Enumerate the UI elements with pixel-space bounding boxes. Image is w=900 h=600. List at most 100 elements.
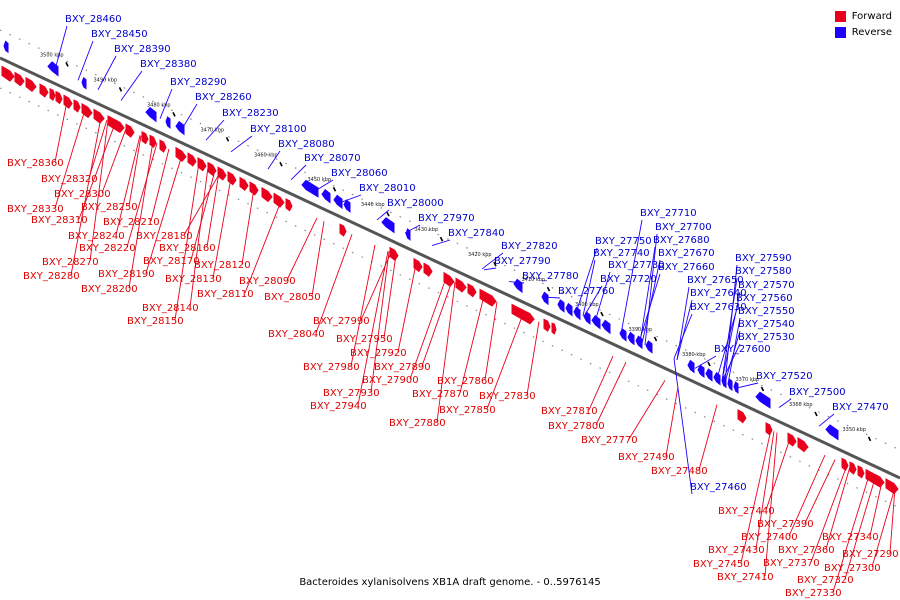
forward-gene xyxy=(73,99,81,113)
forward-gene-label: BXY_27850 xyxy=(439,405,496,416)
tick-mark xyxy=(814,411,818,417)
forward-leader xyxy=(421,280,453,367)
reverse-leader xyxy=(77,40,94,81)
forward-gene-label: BXY_28110 xyxy=(197,289,254,300)
forward-leader xyxy=(628,380,666,440)
forward-leader xyxy=(486,313,524,410)
tick-mark xyxy=(439,236,444,242)
tick-label: 3440 kbp xyxy=(361,202,385,208)
reverse-swatch xyxy=(834,26,846,38)
forward-gene xyxy=(885,478,899,495)
forward-leader xyxy=(128,135,142,207)
forward-gene xyxy=(14,71,25,87)
reverse-leader xyxy=(673,358,693,495)
reverse-gene-label: BXY_27530 xyxy=(738,332,795,343)
forward-gene xyxy=(765,422,773,436)
reverse-gene xyxy=(733,381,739,394)
forward-gene-label: BXY_27480 xyxy=(651,466,708,477)
reverse-gene-label: BXY_27470 xyxy=(832,402,889,413)
forward-leader xyxy=(459,295,485,394)
reverse-gene-label: BXY_28060 xyxy=(331,168,388,179)
reverse-leader xyxy=(230,135,253,153)
forward-gene-label: BXY_27340 xyxy=(822,532,879,543)
forward-gene xyxy=(25,76,37,92)
reverse-leader xyxy=(541,296,561,299)
forward-leader xyxy=(526,321,540,396)
reverse-gene-label: BXY_28460 xyxy=(65,14,122,25)
tick-label: 3400 kbp xyxy=(575,302,599,308)
forward-leader xyxy=(788,454,826,537)
tick-mark xyxy=(867,436,872,442)
forward-leader xyxy=(810,465,848,563)
forward-gene-label: BXY_27450 xyxy=(693,559,750,570)
forward-gene xyxy=(1,65,15,82)
reverse-gene-label: BXY_27600 xyxy=(714,344,771,355)
forward-gene xyxy=(39,83,49,98)
reverse-leader xyxy=(181,103,198,130)
legend-forward-label: Forward xyxy=(851,10,892,22)
forward-gene xyxy=(423,262,433,277)
forward-gene-label: BXY_27490 xyxy=(618,452,675,463)
tick-mark xyxy=(386,211,390,217)
forward-gene xyxy=(141,130,149,145)
tick-mark xyxy=(118,87,123,92)
tick-label: 3500 kbp xyxy=(40,52,64,58)
reverse-leader xyxy=(404,224,421,234)
reverse-gene-label: BXY_27660 xyxy=(658,262,715,273)
forward-gene-label: BXY_27390 xyxy=(757,519,814,530)
reverse-leader xyxy=(431,239,451,247)
reverse-leader xyxy=(376,209,390,221)
reverse-leader xyxy=(483,267,497,271)
forward-gene-label: BXY_28360 xyxy=(7,158,64,169)
tick-label: 3420 kbp xyxy=(468,252,492,258)
reverse-gene xyxy=(601,319,611,335)
forward-gene xyxy=(339,223,347,237)
reverse-leader xyxy=(724,264,738,383)
forward-leader xyxy=(698,404,718,471)
forward-gene-label: BXY_27990 xyxy=(313,316,370,327)
reverse-gene xyxy=(381,217,395,234)
forward-gene xyxy=(249,181,259,196)
forward-leader xyxy=(128,141,154,289)
forward-leader xyxy=(588,355,614,411)
reverse-gene-label: BXY_28070 xyxy=(304,153,361,164)
forward-gene-label: BXY_27320 xyxy=(797,575,854,586)
reverse-leader xyxy=(583,285,603,317)
forward-gene xyxy=(797,437,809,453)
tick-mark xyxy=(225,136,230,142)
forward-leader xyxy=(350,244,376,367)
reverse-leader xyxy=(339,194,362,204)
forward-leader xyxy=(88,119,108,179)
reverse-leader xyxy=(724,330,741,383)
forward-gene-label: BXY_27800 xyxy=(548,421,605,432)
reverse-gene-label: BXY_28010 xyxy=(359,183,416,194)
forward-gene xyxy=(175,146,187,162)
reverse-leader xyxy=(818,413,835,427)
forward-gene xyxy=(273,192,285,208)
tick-label: 3470 kbp xyxy=(201,127,225,133)
tick-label: 3490 kbp xyxy=(94,77,118,83)
reverse-gene xyxy=(825,424,839,441)
reverse-gene-label: BXY_28450 xyxy=(91,29,148,40)
forward-gene xyxy=(239,176,249,191)
forward-gene-label: BXY_28220 xyxy=(79,243,136,254)
reverse-leader xyxy=(620,219,643,334)
forward-leader xyxy=(869,481,883,537)
forward-gene-label: BXY_28270 xyxy=(42,257,99,268)
tick-label: 3450 kbp xyxy=(308,177,332,183)
forward-leader xyxy=(383,254,397,339)
reverse-gene-label: BXY_28080 xyxy=(278,139,335,150)
reverse-gene xyxy=(591,315,601,330)
tick-mark xyxy=(279,161,283,167)
forward-leader xyxy=(484,301,498,381)
forward-gene xyxy=(125,123,135,138)
reverse-leader xyxy=(575,247,598,313)
reverse-leader xyxy=(676,286,690,361)
scale-ticks: 3500 kbp 3490 kbp 3480 kbp 3470 kbp 3460 kbp… xyxy=(40,52,872,442)
reverse-gene xyxy=(583,311,591,325)
tick-label: 3480 kbp xyxy=(147,102,171,108)
tick-mark xyxy=(600,311,604,317)
reverse-leader xyxy=(314,179,334,192)
forward-gene xyxy=(187,152,197,167)
reverse-gene-label: BXY_27500 xyxy=(789,387,846,398)
